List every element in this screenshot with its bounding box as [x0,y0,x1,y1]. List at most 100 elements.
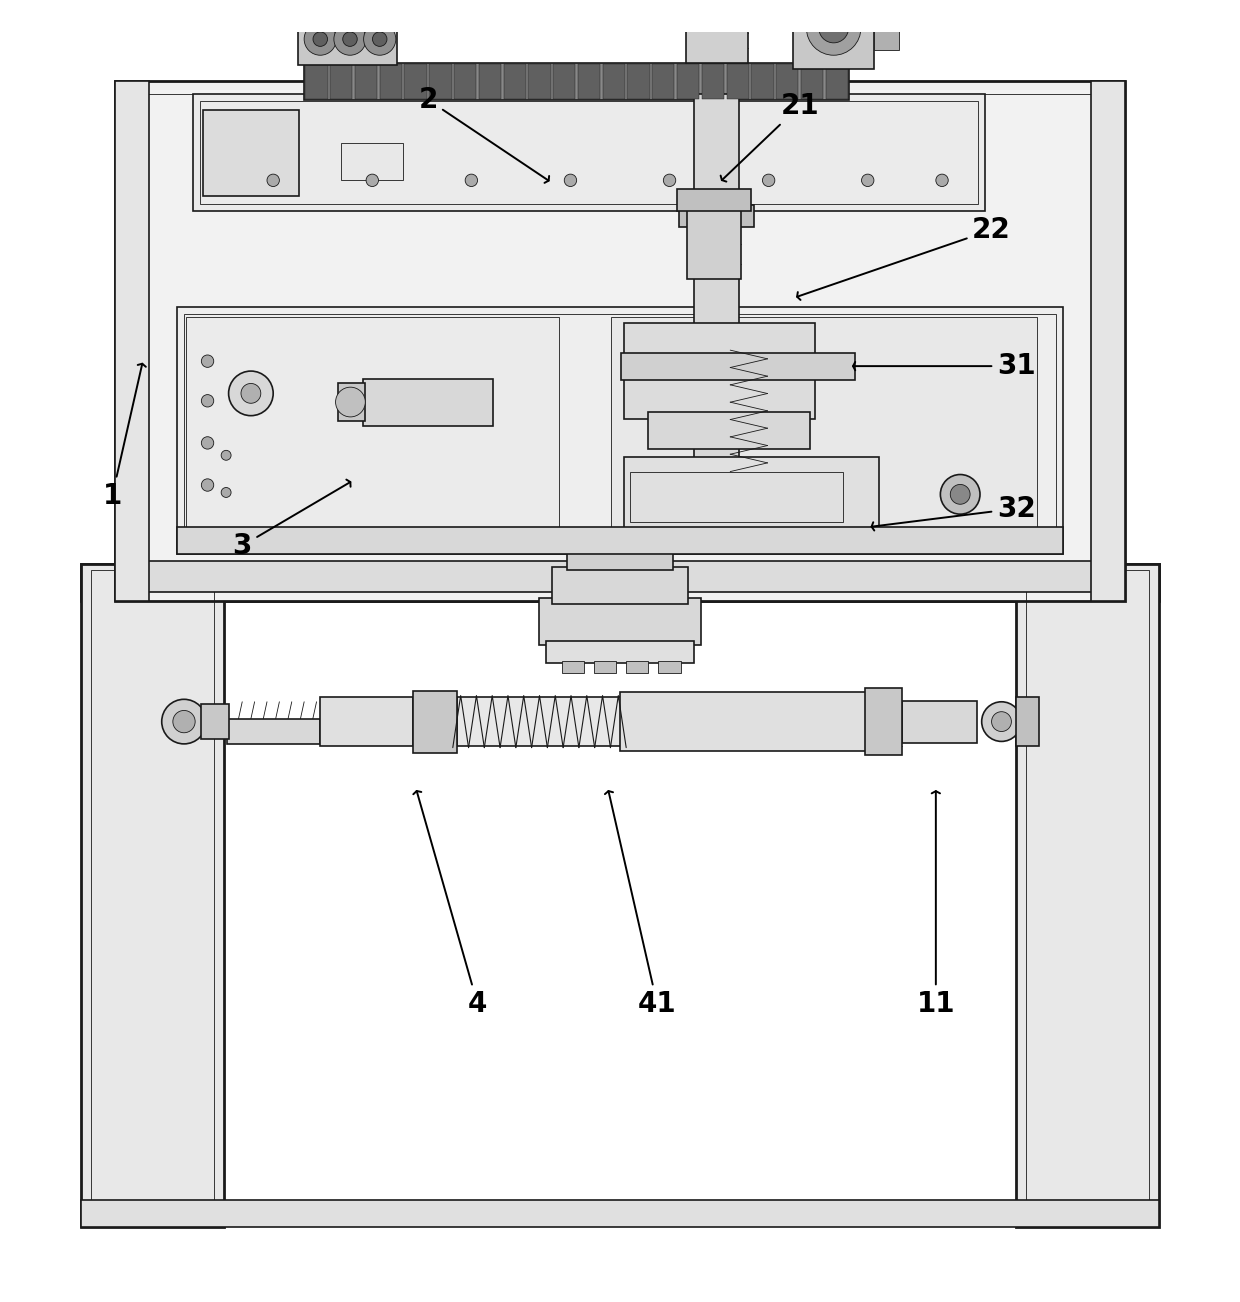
Bar [126,94,1114,589]
Circle shape [336,387,366,417]
Bar [1017,697,1039,746]
Bar [751,64,774,99]
Circle shape [241,384,260,404]
Circle shape [161,699,206,743]
Bar [456,697,621,746]
Bar [304,62,849,100]
Bar [578,64,600,99]
Text: 2: 2 [418,86,549,182]
Bar [200,102,978,204]
Circle shape [663,174,676,186]
Bar [702,64,724,99]
Bar [339,384,366,421]
Bar [355,64,377,99]
Bar [81,564,1159,602]
Bar [874,13,899,51]
Bar [727,64,749,99]
Bar [630,473,842,522]
Bar [184,314,1056,547]
Bar [404,64,427,99]
Bar [594,661,616,673]
Circle shape [342,31,357,47]
Bar [429,64,451,99]
Circle shape [201,436,213,449]
Bar [379,64,402,99]
Bar [81,564,223,1226]
Bar [624,457,879,530]
Circle shape [363,23,396,55]
Bar [677,189,751,211]
Text: 22: 22 [797,216,1011,299]
Circle shape [201,479,213,491]
Bar [694,94,739,471]
Bar [305,64,327,99]
Text: 3: 3 [233,479,351,560]
Circle shape [334,23,366,55]
Circle shape [465,174,477,186]
Bar [626,661,649,673]
Circle shape [818,13,848,43]
Bar [801,64,823,99]
Bar [624,323,815,419]
Circle shape [221,487,231,497]
Bar [562,661,584,673]
Bar [621,353,856,380]
Circle shape [304,23,336,55]
Circle shape [564,174,577,186]
Bar [186,316,559,544]
Circle shape [806,1,861,55]
Bar [539,598,701,644]
Bar [567,546,673,570]
Bar [826,64,848,99]
Circle shape [950,484,970,504]
Bar [627,64,650,99]
Bar [552,642,688,655]
Circle shape [936,174,949,186]
Bar [776,64,799,99]
Bar [114,81,149,602]
Circle shape [372,31,387,47]
Circle shape [940,474,980,514]
Text: 41: 41 [605,792,677,1018]
Bar [503,64,526,99]
Bar [866,689,903,755]
Bar [552,566,688,604]
Bar [794,0,874,69]
Circle shape [862,174,874,186]
Circle shape [201,355,213,367]
Bar [528,64,551,99]
Bar [201,704,228,740]
Bar [546,641,694,664]
Bar [114,81,1126,602]
Bar [652,64,675,99]
Circle shape [312,31,327,47]
Circle shape [228,371,273,415]
Bar [176,307,1064,555]
Bar [677,64,699,99]
Bar [479,64,501,99]
Bar [91,570,213,1221]
Bar [1091,81,1126,602]
Bar [176,527,1064,555]
Bar [298,13,397,65]
Text: 4: 4 [413,792,487,1018]
Circle shape [366,174,378,186]
Bar [126,561,1114,591]
Text: 21: 21 [720,92,818,181]
Circle shape [267,174,279,186]
Bar [680,204,754,227]
Circle shape [221,450,231,460]
Bar [553,64,575,99]
Bar [320,697,413,746]
Text: 11: 11 [916,792,955,1018]
Bar [658,661,681,673]
Circle shape [992,712,1012,732]
Bar [1027,570,1149,1221]
Bar [611,316,1037,544]
Circle shape [982,702,1022,741]
Bar [620,691,868,751]
Bar [1017,564,1159,1226]
Bar [363,379,492,426]
Bar [413,690,456,753]
Bar [649,411,810,449]
